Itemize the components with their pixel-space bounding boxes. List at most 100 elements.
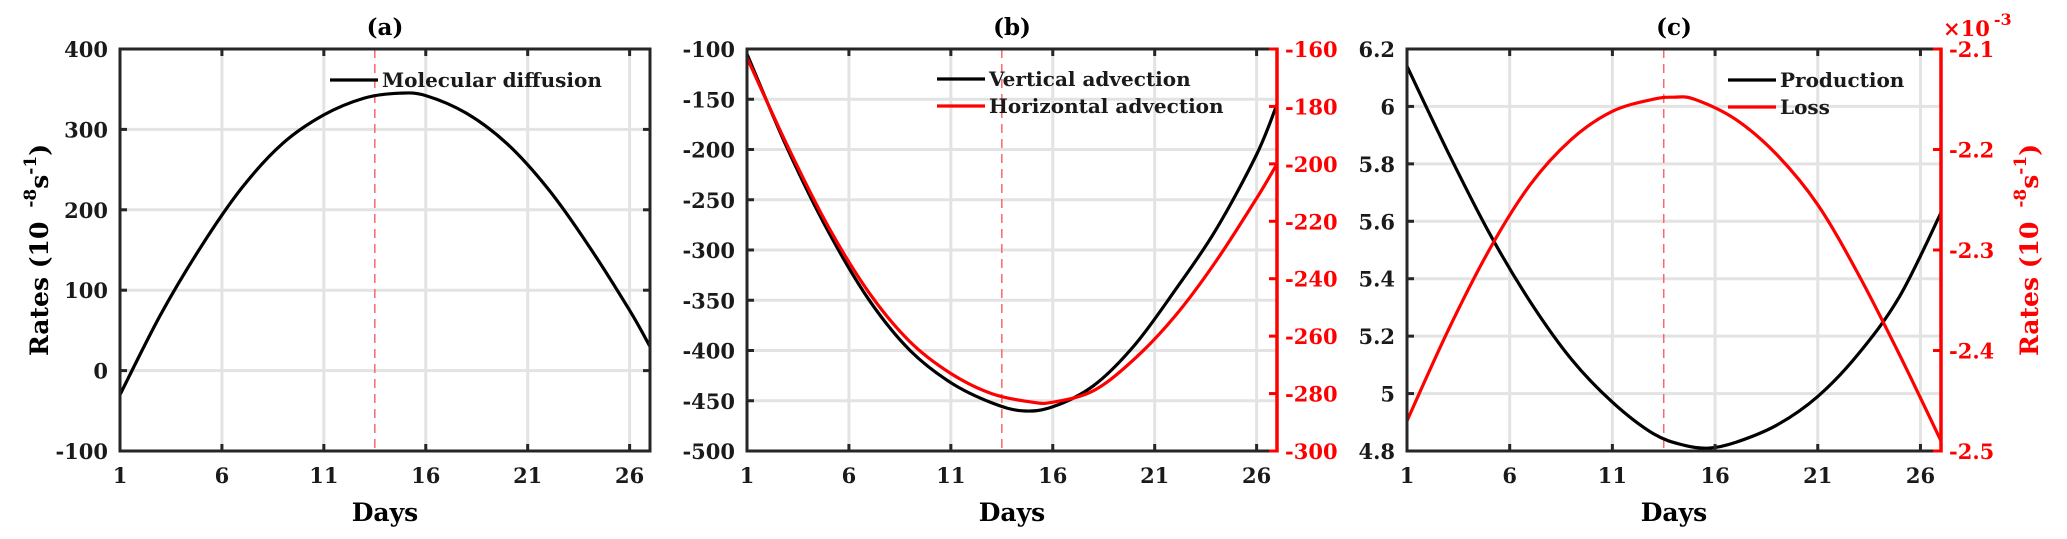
x-tick-label: 21: [513, 463, 542, 488]
y-tick-label: -500: [682, 439, 735, 464]
y2-tick-label: -280: [1285, 382, 1338, 407]
y2-tick-label: -2.5: [1949, 439, 1994, 464]
series-lines: [1405, 65, 1943, 450]
legend-label-vertical-advection: Vertical advection: [988, 67, 1191, 91]
x-tick-label: 1: [1400, 463, 1415, 488]
y-tick-label: -350: [682, 288, 735, 313]
x-tick-label: 16: [1038, 463, 1067, 488]
y-axis-label-sup2: -1: [21, 156, 41, 175]
y-tick-label: 100: [64, 278, 108, 303]
panel-title: (b): [993, 14, 1031, 41]
y-tick-label: 400: [64, 37, 108, 62]
x-tick-label: 11: [309, 463, 338, 488]
panel-c: 1 6 11 16 21 264.855.25.45.65.866.2-2.5-2.4-2…: [1358, 10, 2044, 527]
y-tick-label: 5.4: [1358, 267, 1395, 292]
panel-title: (c): [1656, 14, 1692, 41]
y-tick-label: -200: [682, 138, 735, 163]
y2-axis-label-base: Rates (10: [2015, 222, 2044, 356]
axes-frame: [1405, 47, 1943, 453]
y2-tick-label: -200: [1285, 152, 1338, 177]
y2-tick-label: -240: [1285, 267, 1338, 292]
y2-exponent-power: -3: [1994, 10, 2012, 29]
x-tick-label: 26: [1242, 463, 1271, 488]
y-tick-label: -400: [682, 339, 735, 364]
y2-tick-label: -180: [1285, 94, 1338, 119]
x-tick-label: 1: [740, 463, 755, 488]
y-tick-label: -100: [55, 439, 108, 464]
x-tick-label: 26: [615, 463, 644, 488]
panel-title: (a): [367, 14, 404, 41]
y-tick-label: 0: [93, 359, 108, 384]
y-tick-label: 5.8: [1358, 152, 1395, 177]
x-tick-label: 11: [936, 463, 965, 488]
x-tick-label: 6: [1502, 463, 1517, 488]
y2-tick-label: -2.3: [1949, 238, 1994, 263]
x-tick-label: 16: [411, 463, 440, 488]
x-tick-label: 21: [1140, 463, 1169, 488]
x-axis-label: Days: [352, 498, 418, 527]
y-tick-label: 200: [64, 198, 108, 223]
y2-tick-label: -220: [1285, 209, 1338, 234]
grid-lines: [1407, 49, 1941, 451]
y2-tick-label: -2.2: [1949, 138, 1994, 163]
y-axis-label-unit: s: [25, 175, 54, 189]
axes-frame: [118, 47, 652, 453]
y-tick-label: 300: [64, 117, 108, 142]
y2-axis-label-unit: s: [2015, 175, 2044, 189]
legend-label-production: Production: [1780, 68, 1905, 92]
x-axis-label: Days: [979, 498, 1045, 527]
legend-label-loss: Loss: [1780, 95, 1830, 119]
series-lines: [118, 91, 652, 396]
legend-label-horizontal-advection: Horizontal advection: [989, 94, 1224, 118]
series-line-production: [1405, 65, 1943, 450]
y-axis-label: Rates (10 -8s-1): [21, 144, 54, 356]
x-axis-label: Days: [1641, 498, 1707, 527]
y-tick-label: -150: [682, 87, 735, 112]
y2-exponent-label: ×10 -3: [1943, 10, 2012, 41]
panel-b: 1 6 11 16 21 26-500-450-400-350-300-250-200-1…: [682, 14, 1337, 527]
axis-ticks: 1 6 11 16 21 26-500-450-400-350-300-250-200-1…: [682, 37, 1337, 488]
axis-ticks: 1 6 11 16 21 264.855.25.45.65.866.2-2.5-2.4-2…: [1358, 37, 1994, 488]
y2-tick-label: -2.4: [1949, 339, 1994, 364]
series-line-vertical-advection: [745, 53, 1279, 413]
y2-tick-label: -300: [1285, 439, 1338, 464]
x-tick-label: 11: [1598, 463, 1627, 488]
y-tick-label: 6.2: [1358, 37, 1395, 62]
y-tick-label: -250: [682, 188, 735, 213]
y-axis-label-base: Rates (10: [25, 222, 54, 356]
series-line-molecular-diffusion: [118, 91, 652, 396]
y-tick-label: -100: [682, 37, 735, 62]
y2-exponent-base: ×10: [1943, 16, 1990, 41]
legend: Molecular diffusion: [330, 68, 602, 92]
y2-tick-label: -160: [1285, 37, 1338, 62]
x-tick-label: 16: [1700, 463, 1729, 488]
y2-tick-label: -260: [1285, 324, 1338, 349]
series-line-loss: [1405, 95, 1943, 442]
series-lines: [745, 53, 1279, 413]
y-tick-label: 5: [1380, 382, 1395, 407]
y-tick-label: 5.6: [1358, 209, 1395, 234]
y2-axis-label-sup2: -1: [2011, 156, 2031, 175]
y-axis-label-end: ): [25, 144, 54, 156]
y2-axis-label: Rates (10 -8s-1): [2011, 144, 2044, 356]
x-tick-label: 6: [842, 463, 857, 488]
x-tick-label: 21: [1803, 463, 1832, 488]
y-tick-label: 5.2: [1358, 324, 1395, 349]
x-tick-label: 26: [1906, 463, 1935, 488]
y-tick-label: -450: [682, 389, 735, 414]
legend: Production Loss: [1728, 68, 1905, 119]
y-tick-label: 6: [1380, 94, 1395, 119]
y-axis-label-sup1: -8: [21, 189, 41, 208]
series-line-horizontal-advection: [745, 56, 1279, 406]
x-tick-label: 6: [215, 463, 230, 488]
y-tick-label: -300: [682, 238, 735, 263]
y2-tick-label: -2.1: [1949, 37, 1994, 62]
grid-lines: [747, 49, 1277, 451]
y-tick-label: 4.8: [1358, 439, 1395, 464]
legend: Vertical advection Horizontal advection: [937, 67, 1224, 118]
x-tick-label: 1: [113, 463, 128, 488]
y2-axis-label-end: ): [2015, 144, 2044, 156]
